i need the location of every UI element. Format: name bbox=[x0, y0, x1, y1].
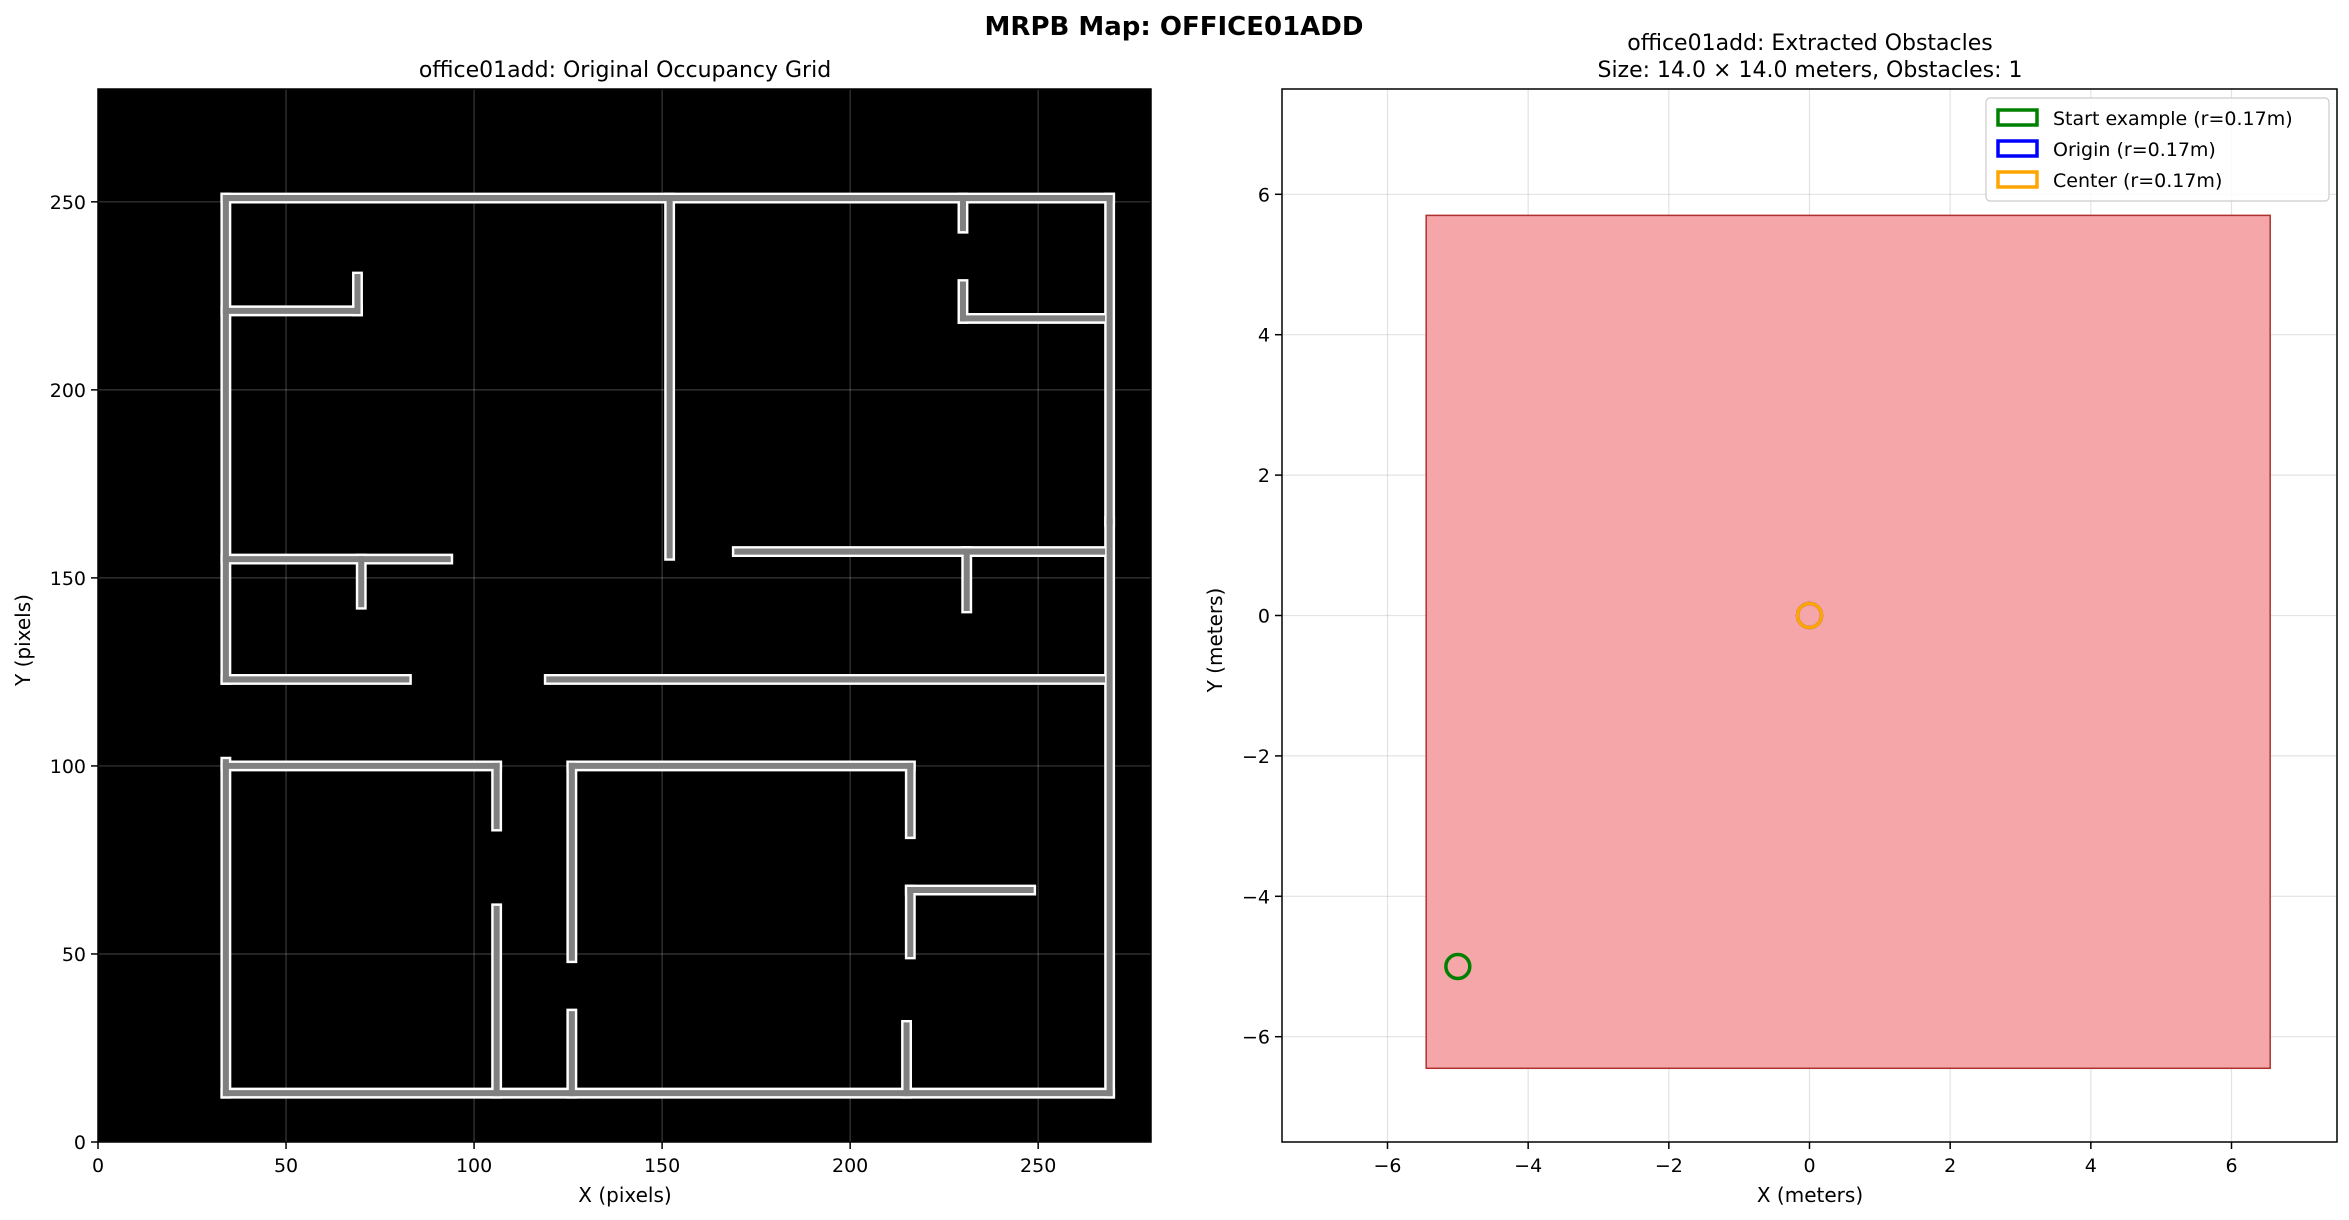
obstacles-ticks: −6 −4 −2 0 2 4 6 −6 −4 −2 0 2 4 6 bbox=[1242, 184, 2238, 1177]
occupancy-grid-ylabel: Y (pixels) bbox=[11, 594, 35, 687]
obstacles-ytick-label: −4 bbox=[1242, 886, 1270, 908]
occupancy-grid-ytick-label: 200 bbox=[50, 380, 86, 402]
figure-suptitle: MRPB Map: OFFICE01ADD bbox=[985, 12, 1364, 42]
occupancy-grid-title: office01add: Original Occupancy Grid bbox=[419, 58, 831, 83]
obstacles-xtick-label: 6 bbox=[2225, 1155, 2237, 1177]
occupancy-grid-panel: office01add: Original Occupancy Grid 0 50… bbox=[11, 58, 1152, 1207]
legend-label: Center (r=0.17m) bbox=[2053, 170, 2222, 192]
occupancy-grid-ytick-label: 50 bbox=[62, 944, 86, 966]
occupancy-grid-ticks: 0 50 100 150 200 250 0 50 100 150 200 250 bbox=[50, 192, 1057, 1177]
occupancy-grid-ytick-label: 250 bbox=[50, 192, 86, 214]
legend-swatch bbox=[1996, 170, 2039, 189]
obstacles-title: office01add: Extracted Obstacles bbox=[1627, 31, 1993, 56]
occupancy-grid-xtick-label: 100 bbox=[456, 1155, 492, 1177]
occupancy-grid-ytick-label: 150 bbox=[50, 568, 86, 590]
occupancy-grid-ytick-label: 0 bbox=[74, 1132, 86, 1154]
occupancy-grid-background bbox=[98, 89, 1151, 1142]
obstacles-xtick-label: 2 bbox=[1944, 1155, 1956, 1177]
obstacle-rect bbox=[1425, 214, 2271, 1070]
legend-swatch bbox=[1996, 108, 2039, 127]
obstacles-panel: office01add: Extracted Obstacles Size: 1… bbox=[1203, 31, 2338, 1207]
obstacles-markers bbox=[1444, 601, 1824, 981]
obstacles-ytick-label: 4 bbox=[1258, 325, 1270, 347]
occupancy-grid-xtick-label: 0 bbox=[92, 1155, 104, 1177]
occupancy-grid-xlabel: X (pixels) bbox=[578, 1183, 671, 1207]
obstacles-legend: Start example (r=0.17m) Origin (r=0.17m) C… bbox=[1985, 97, 2330, 202]
legend-box bbox=[1985, 97, 2330, 202]
occupancy-grid-walls bbox=[220, 192, 1116, 1099]
obstacles-ytick-label: −6 bbox=[1242, 1027, 1270, 1049]
obstacles-shapes bbox=[1425, 214, 2271, 1070]
marker-circle-0 bbox=[1444, 952, 1472, 981]
obstacles-ytick-label: 0 bbox=[1258, 606, 1270, 628]
obstacles-xlabel: X (meters) bbox=[1757, 1183, 1863, 1207]
obstacles-xtick-label: −6 bbox=[1373, 1155, 1401, 1177]
occupancy-grid-ytick-label: 100 bbox=[50, 756, 86, 778]
obstacles-xtick-label: −4 bbox=[1514, 1155, 1542, 1177]
occupancy-grid-frame bbox=[97, 88, 1152, 1143]
legend-label: Start example (r=0.17m) bbox=[2053, 108, 2293, 130]
obstacles-ytick-label: 2 bbox=[1258, 465, 1270, 487]
marker-circle-2 bbox=[1795, 601, 1824, 630]
obstacles-ytick-label: −2 bbox=[1242, 746, 1270, 768]
legend-label: Origin (r=0.17m) bbox=[2053, 139, 2216, 161]
obstacles-ytick-label: 6 bbox=[1258, 184, 1270, 206]
occupancy-grid-xtick-label: 150 bbox=[644, 1155, 680, 1177]
obstacles-xtick-label: 0 bbox=[1803, 1155, 1815, 1177]
occupancy-grid-xtick-label: 50 bbox=[274, 1155, 298, 1177]
occupancy-grid-xtick-label: 250 bbox=[1020, 1155, 1056, 1177]
obstacles-xtick-label: 4 bbox=[2085, 1155, 2097, 1177]
obstacles-ylabel: Y (meters) bbox=[1203, 588, 1227, 694]
legend-swatch bbox=[1996, 139, 2039, 158]
obstacles-subtitle: Size: 14.0 × 14.0 meters, Obstacles: 1 bbox=[1597, 58, 2022, 83]
obstacles-xtick-label: −2 bbox=[1655, 1155, 1683, 1177]
occupancy-grid-xtick-label: 200 bbox=[832, 1155, 868, 1177]
